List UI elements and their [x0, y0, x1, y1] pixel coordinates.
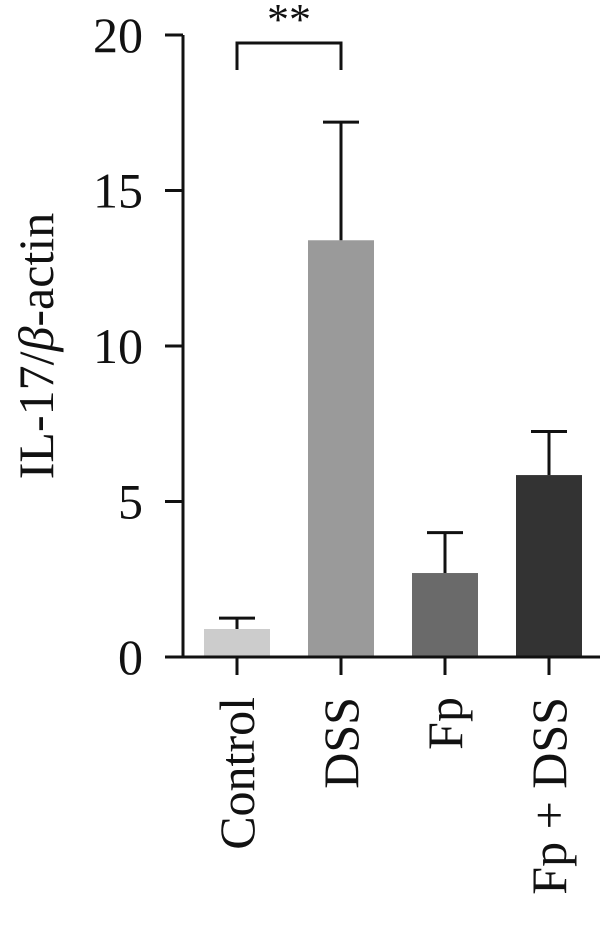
significance-bracket — [235, 41, 343, 70]
bar-dss — [308, 240, 374, 657]
y-axis-title-main: IL-17/ — [8, 351, 64, 479]
x-category-label: DSS — [313, 697, 369, 789]
x-axis: Control DSS Fp Fp + DSS — [183, 655, 600, 895]
bar-fp — [412, 573, 478, 657]
y-axis-title-symbol: β — [8, 327, 64, 353]
y-tick-label: 0 — [118, 629, 143, 685]
significance-label: ** — [267, 0, 311, 44]
y-axis-title: IL-17/β-actin — [8, 213, 64, 479]
x-category-label: Fp + DSS — [521, 697, 577, 895]
bar-fp-dss — [516, 475, 582, 657]
x-category-label: Control — [209, 697, 265, 850]
y-tick-label: 5 — [118, 474, 143, 530]
y-tick-label: 20 — [93, 7, 143, 63]
y-axis: 0 5 10 15 20 — [93, 7, 185, 685]
significance-annotation: ** — [235, 0, 343, 70]
x-category-label: Fp — [417, 697, 473, 750]
y-axis-title-rest: -actin — [8, 213, 64, 327]
y-tick-label: 15 — [93, 163, 143, 219]
y-tick-label: 10 — [93, 318, 143, 374]
bars — [204, 240, 582, 657]
error-bars — [219, 120, 567, 630]
bar-control — [204, 629, 270, 657]
